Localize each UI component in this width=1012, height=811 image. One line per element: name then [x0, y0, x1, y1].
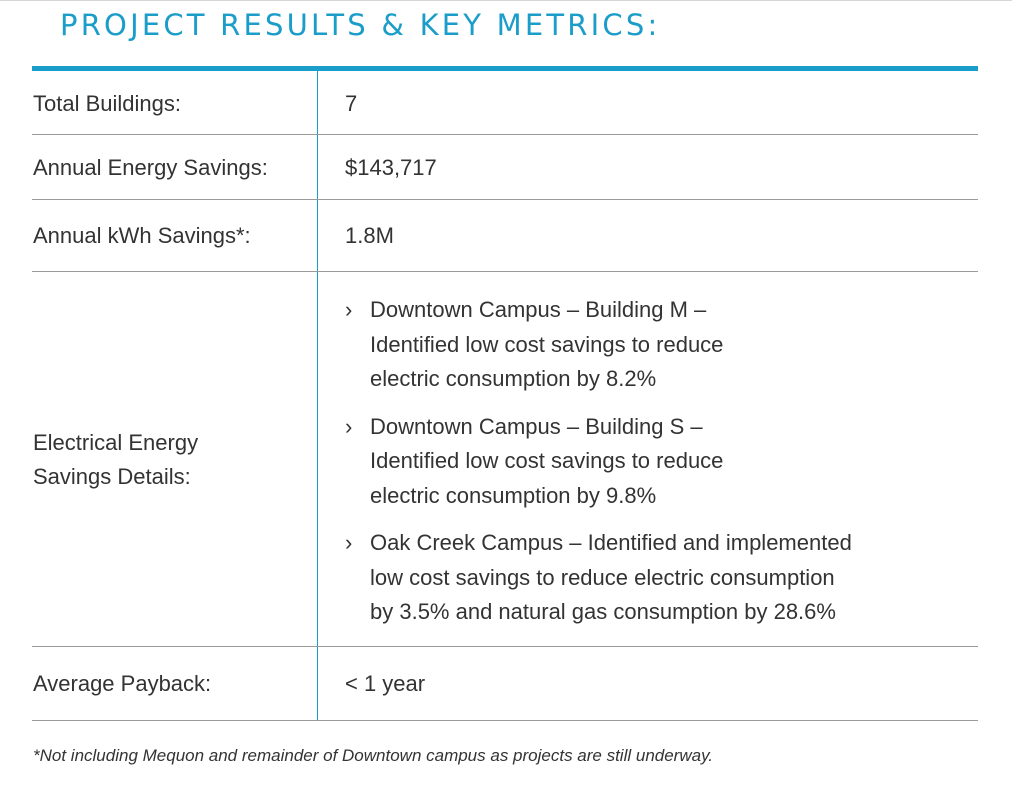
- footnote: *Not including Mequon and remainder of D…: [33, 746, 714, 765]
- list-item-line: Downtown Campus – Building M –: [370, 297, 707, 322]
- top-border: [0, 0, 1012, 1]
- row-divider: [32, 720, 978, 721]
- average-payback-label: Average Payback:: [33, 671, 212, 696]
- heading-accent-rule: [32, 66, 978, 71]
- annual-kwh-savings-label: Annual kWh Savings*:: [33, 223, 251, 248]
- row-divider: [32, 646, 978, 647]
- annual-energy-savings-label: Annual Energy Savings:: [33, 155, 268, 180]
- list-item-line: Identified low cost savings to reduce: [370, 448, 724, 473]
- list-item: › Downtown Campus – Building S – Identif…: [345, 410, 975, 514]
- savings-details-list: › Downtown Campus – Building M – Identif…: [345, 293, 975, 643]
- list-item: › Oak Creek Campus – Identified and impl…: [345, 526, 975, 630]
- list-item-line: Downtown Campus – Building S –: [370, 413, 703, 439]
- list-item-line: electric consumption by 9.8%: [370, 482, 657, 508]
- column-divider: [317, 71, 318, 721]
- list-item-line: low cost savings to reduce electric cons…: [370, 564, 835, 590]
- chevron-right-icon: ›: [345, 413, 353, 439]
- row-divider: [32, 134, 978, 135]
- list-item-line: Identified low cost savings to reduce: [370, 331, 724, 357]
- chevron-right-icon: ›: [345, 530, 353, 555]
- list-item-line: electric consumption by 8.2%: [370, 366, 657, 391]
- annual-energy-savings-value: $143,717: [345, 155, 437, 180]
- row-divider: [32, 199, 978, 200]
- list-item-line: Oak Creek Campus – Identified and implem…: [370, 530, 852, 555]
- list-item: › Downtown Campus – Building M – Identif…: [345, 293, 975, 397]
- electrical-details-label-line1: Electrical Energy: [33, 430, 199, 455]
- list-item-line: by 3.5% and natural gas consumption by 2…: [370, 599, 836, 624]
- total-buildings-value: 7: [345, 91, 358, 116]
- page-title: PROJECT RESULTS & KEY METRICS:: [60, 8, 661, 42]
- total-buildings-label: Total Buildings:: [33, 91, 181, 116]
- electrical-details-label: Electrical Energy Savings Details:: [33, 426, 198, 494]
- annual-kwh-savings-value: 1.8M: [345, 223, 394, 248]
- electrical-details-label-line2: Savings Details:: [33, 464, 191, 489]
- average-payback-value: < 1 year: [345, 671, 426, 696]
- row-divider: [32, 271, 978, 272]
- chevron-right-icon: ›: [345, 297, 353, 322]
